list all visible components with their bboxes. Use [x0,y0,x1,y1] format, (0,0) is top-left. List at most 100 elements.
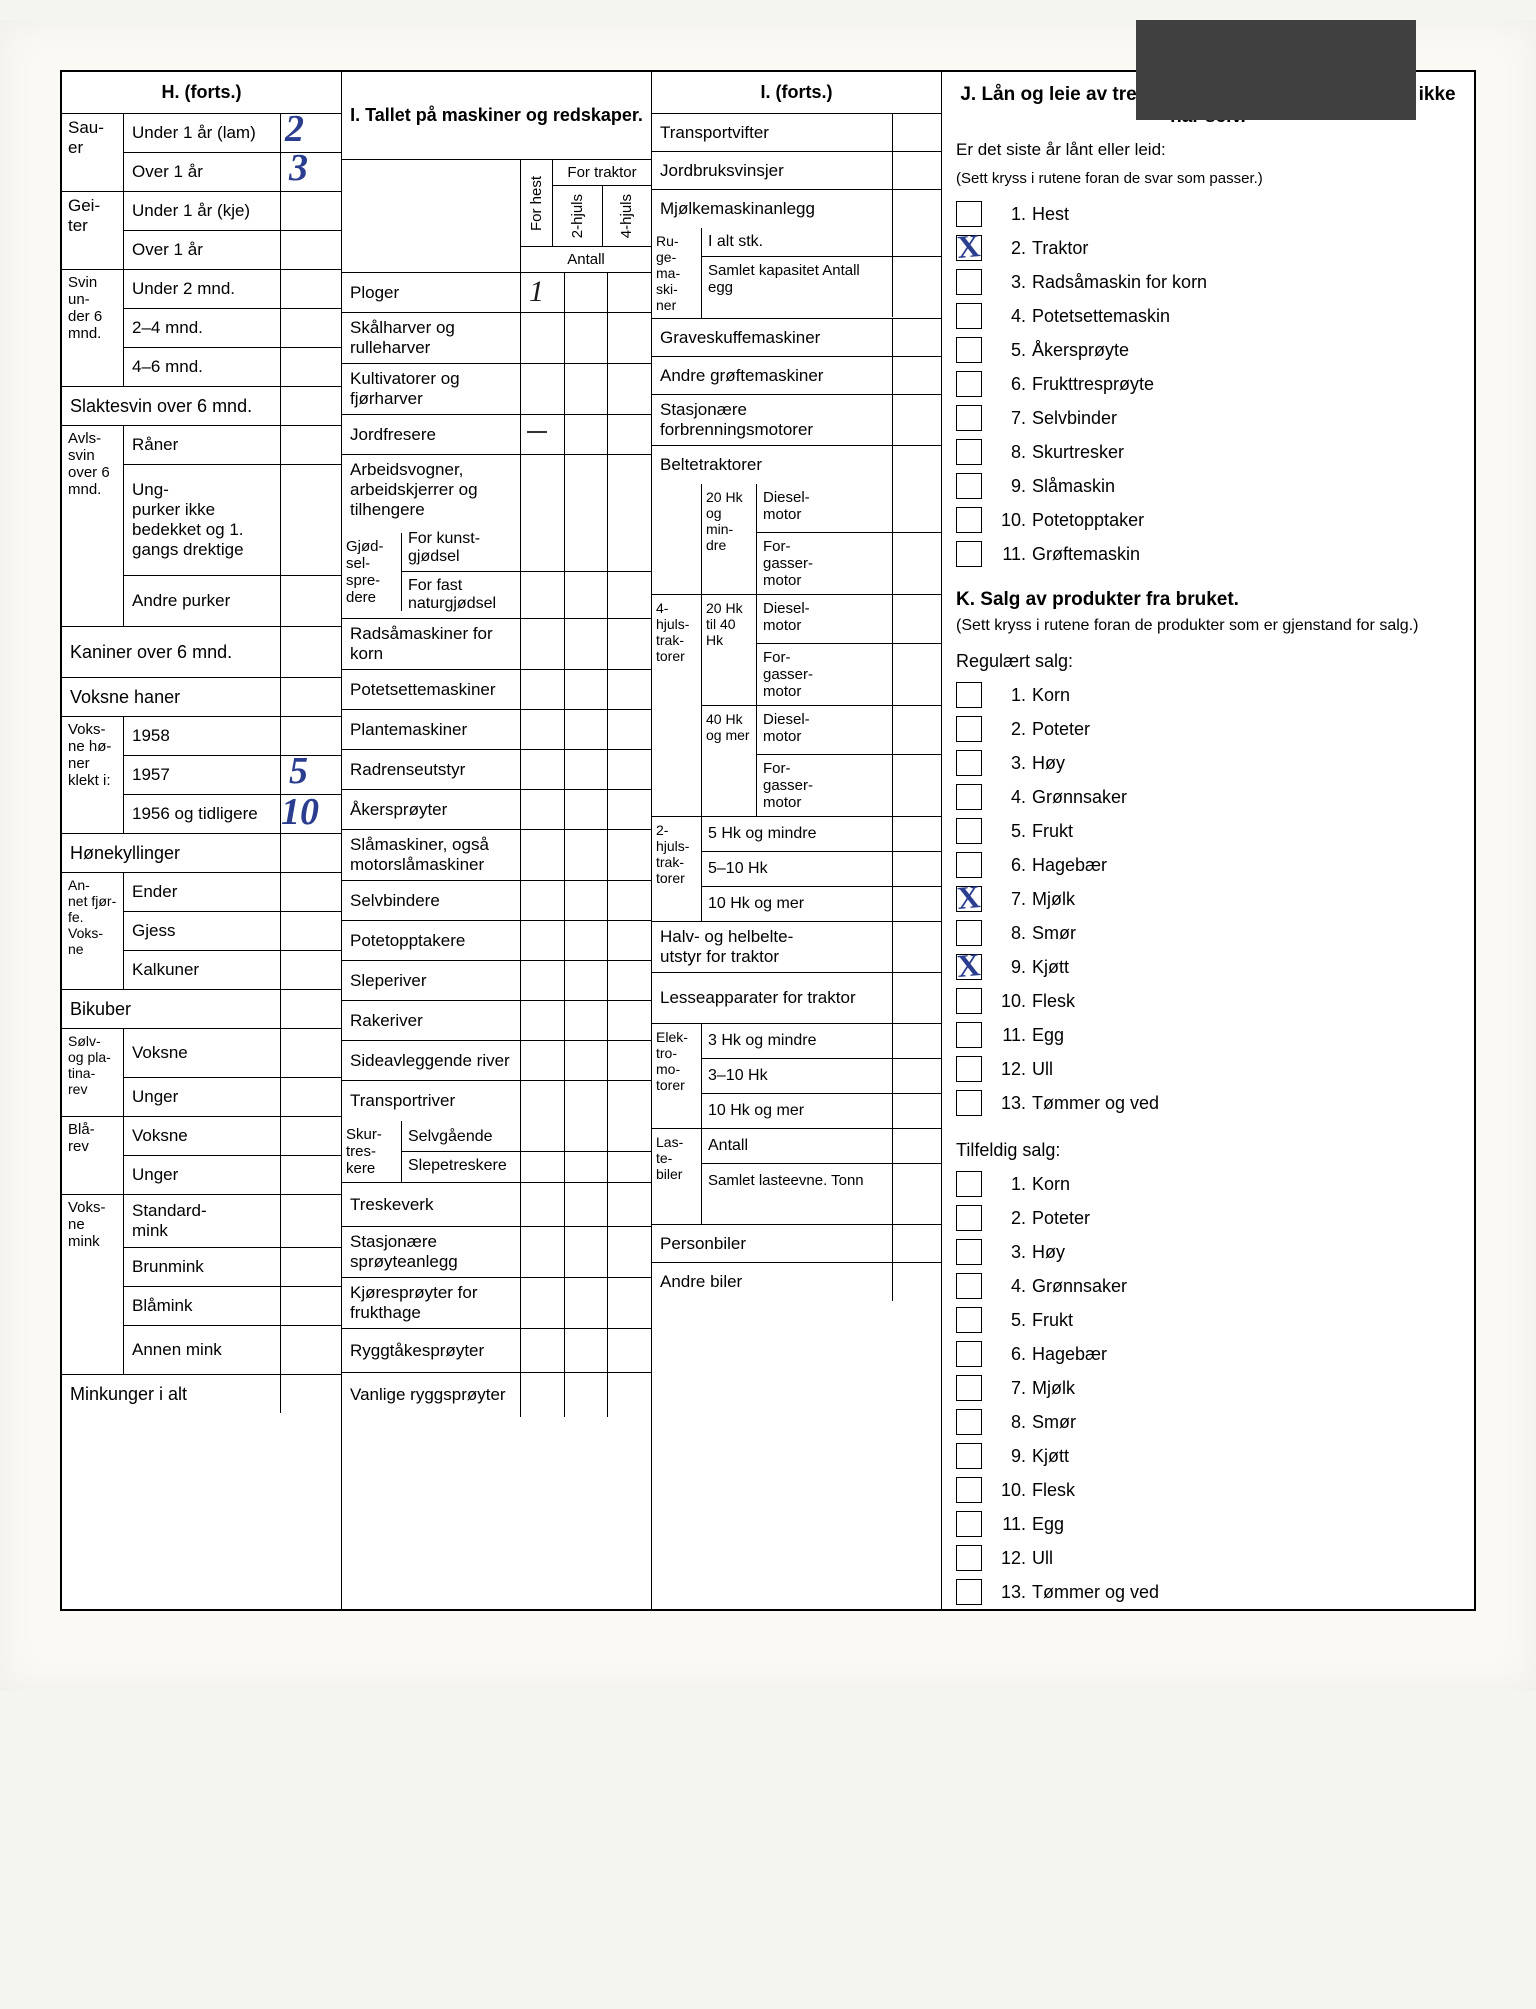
checkbox[interactable] [956,269,982,295]
checkbox[interactable] [956,1090,982,1116]
i1-cells [521,1183,651,1226]
k-tilf-items: 1.Korn2.Poteter3.Høy4.Grønnsaker5.Frukt6… [942,1167,1474,1609]
i1-row: Potetopptakere [342,921,651,961]
item-number: 1. [998,204,1026,225]
checkbox[interactable] [956,1477,982,1503]
checkbox[interactable] [956,818,982,844]
checkbox[interactable] [956,1443,982,1469]
i1-row-name: Sideavleggende river [342,1041,521,1080]
label-annetfjorfe: An- net fjør- fe. Voks- ne [62,873,124,989]
i1-cells [521,415,651,454]
checkbox[interactable] [956,988,982,1014]
for-traktor: For traktor [553,160,651,186]
i1-row-name: Sleperiver [342,961,521,1000]
checklist-item: 7.Selvbinder [942,401,1474,435]
checklist-item: 12.Ull [942,1541,1474,1575]
checkbox[interactable] [956,1545,982,1571]
checkbox[interactable] [956,1409,982,1435]
col-i1-header: I. Tallet på maskiner og redskaper. [342,72,651,160]
checkbox[interactable] [956,1205,982,1231]
checkbox[interactable] [956,507,982,533]
i1-cells [521,1227,651,1277]
checkbox[interactable] [956,1239,982,1265]
i1-row-name: Vanlige ryggsprøyter [342,1373,521,1417]
lesseapp: Lesseapparater for traktor [652,973,893,1023]
checkbox[interactable] [956,1056,982,1082]
i1-cells [521,790,651,829]
k-reg-label: Regulært salg: [942,641,1474,678]
checkbox[interactable] [956,1307,982,1333]
item-number: 2. [998,238,1026,259]
checkbox[interactable] [956,371,982,397]
checkbox[interactable] [956,784,982,810]
checkbox[interactable] [956,473,982,499]
checkbox[interactable] [956,439,982,465]
lastebiler-label: Las- te- biler [652,1129,702,1224]
checklist-item: 2.Poteter [942,712,1474,746]
hjuls4-group: 4- hjuls- trak- torer 20 Hk til 40 Hk Di… [652,595,941,817]
checkbox[interactable] [956,716,982,742]
row-bikuber: Bikuber [62,990,341,1029]
checkbox[interactable] [956,682,982,708]
i1-row-name: Treskeverk [342,1183,521,1226]
item-text: Grøftemaskin [1032,544,1460,565]
label-kaniner: Kaniner over 6 mnd. [62,627,281,677]
i2-mid-rows: GraveskuffemaskinerAndre grøftemaskinerS… [652,319,941,484]
i1-cells [521,1329,651,1372]
item-number: 9. [998,476,1026,497]
item-number: 9. [998,957,1026,978]
checkbox[interactable] [956,337,982,363]
i1-row: Selvbindere [342,881,651,921]
ink-1956: 10 [281,793,319,831]
checkbox[interactable] [956,920,982,946]
checkbox[interactable] [956,1511,982,1537]
i1-row: Radrenseutstyr [342,750,651,790]
i1-row-name: Skålharver og rulleharver [342,313,521,363]
checkbox[interactable] [956,1022,982,1048]
item-text: Poteter [1032,1208,1460,1229]
item-number: 10. [998,1480,1026,1501]
checkbox[interactable] [956,303,982,329]
item-text: Åkersprøyte [1032,340,1460,361]
item-number: 7. [998,408,1026,429]
i2-row: Jordbruksvinsjer [652,152,941,190]
checklist-item: 4.Potetsettemaskin [942,299,1474,333]
label-voksnehaner: Voksne haner [62,678,281,716]
checkbox[interactable] [956,405,982,431]
item-text: Tømmer og ved [1032,1582,1460,1603]
i1-row: Plantemaskiner [342,710,651,750]
checkbox[interactable] [956,852,982,878]
checkbox[interactable] [956,541,982,567]
i1-row: Rakeriver [342,1001,651,1041]
svin-under2: Under 2 mnd. [124,270,281,308]
checklist-item: 1.Korn [942,678,1474,712]
row-solvrev: Sølv- og pla- tina- rev Voksne Unger [62,1029,341,1117]
i1-cells [521,313,651,363]
checkbox[interactable]: X [956,235,982,261]
label-sauer: Sau- er [62,114,124,191]
hjuls2-10: 10 Hk og mer [702,887,893,921]
i1-row-name: Jordfresere [342,415,521,454]
gjess: Gjess [124,912,281,950]
item-number: 7. [998,889,1026,910]
hk40-label: 40 Hk og mer [702,706,757,816]
item-text: Ull [1032,1059,1460,1080]
item-number: 10. [998,510,1026,531]
checkbox[interactable] [956,750,982,776]
row-minkunger: Minkunger i alt [62,1375,341,1413]
personbiler: Personbiler [652,1225,893,1262]
checkbox[interactable] [956,1171,982,1197]
checkbox[interactable] [956,1341,982,1367]
honer-1957: 1957 [124,756,281,794]
i1-cells [521,1081,651,1121]
checkbox[interactable] [956,1375,982,1401]
item-number: 9. [998,1446,1026,1467]
checkbox[interactable] [956,1579,982,1605]
checkbox[interactable] [956,1273,982,1299]
checkbox[interactable]: X [956,886,982,912]
ruge-label: Ru- ge- ma- ski- ner [652,228,702,318]
checkbox[interactable]: X [956,954,982,980]
ender: Ender [124,873,281,911]
checkbox[interactable] [956,201,982,227]
item-text: Frukt [1032,821,1460,842]
